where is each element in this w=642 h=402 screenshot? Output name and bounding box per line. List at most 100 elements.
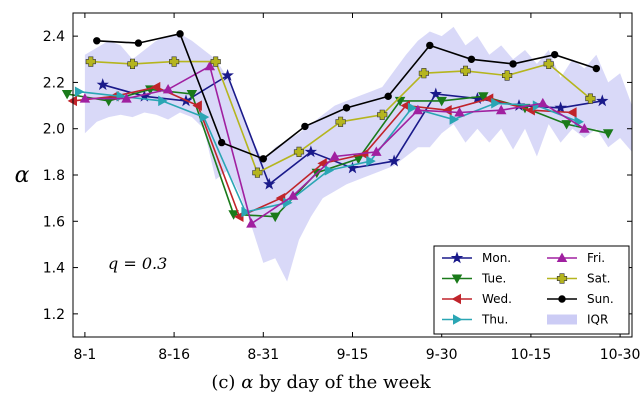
point-sat — [252, 167, 263, 178]
legend-label-tue: Tue. — [481, 272, 506, 286]
y-tick-label: 2.4 — [43, 29, 65, 45]
y-tick-label: 1.6 — [43, 214, 65, 230]
legend-marker-tue — [451, 274, 463, 284]
x-tick-label: 9-15 — [337, 347, 369, 363]
point-fri — [579, 123, 590, 133]
point-wed — [358, 148, 369, 160]
legend-marker-sun — [558, 295, 566, 303]
caption-text: by day of the week — [259, 372, 431, 393]
point-fri — [162, 83, 174, 94]
point-tue — [61, 90, 73, 100]
point-sun — [592, 64, 601, 73]
series-thu — [74, 86, 584, 218]
legend-label-thu: Thu. — [481, 313, 508, 327]
legend-marker-wed — [451, 293, 461, 305]
point-thu — [449, 114, 460, 125]
point-mon — [554, 101, 567, 114]
y-tick-label: 1.8 — [43, 168, 65, 184]
point-fri — [537, 97, 549, 108]
point-sat — [418, 68, 430, 79]
point-fri — [246, 218, 257, 228]
point-sat — [543, 58, 554, 69]
point-mon — [429, 87, 442, 100]
point-fri — [287, 190, 299, 200]
point-sun — [509, 60, 517, 68]
alpha-line-chart: 1.2 1.4 1.6 1.8 2.0 2.2 2.4 8-1 8-16 8-31 9-15 9-30… — [15, 12, 641, 363]
legend-entry-iqr: IQR — [547, 313, 608, 327]
caption-prefix: (c) — [211, 372, 236, 393]
legend-entry-mon: Mon. — [442, 251, 511, 265]
point-tue — [269, 212, 281, 223]
point-thu — [366, 155, 376, 167]
x-tick-label: 10-15 — [511, 347, 552, 363]
point-thu — [491, 98, 501, 109]
point-sat — [210, 56, 221, 67]
point-tue — [478, 92, 489, 102]
x-tick-label: 8-1 — [73, 347, 96, 363]
legend-entry-sat: Sat. — [547, 272, 611, 286]
point-sat — [585, 93, 596, 104]
point-sun — [217, 138, 226, 147]
point-thu — [324, 165, 335, 176]
point-fri — [79, 93, 91, 103]
q-annotation: q = 0.3 — [108, 254, 167, 273]
point-tue — [228, 210, 239, 220]
legend-entry-tue: Tue. — [442, 272, 506, 286]
y-tick-label: 1.4 — [43, 261, 65, 277]
point-sat — [335, 116, 346, 127]
legend-entry-sun: Sun. — [547, 292, 614, 306]
y-tick-label: 2.0 — [43, 122, 65, 138]
point-mon — [387, 154, 401, 167]
legend-marker-sat — [556, 273, 568, 284]
point-sat — [501, 70, 513, 81]
point-sun — [134, 39, 143, 47]
point-mon — [96, 78, 109, 91]
legend-label-iqr: IQR — [587, 313, 608, 327]
point-wed — [234, 211, 244, 222]
x-tick-label: 8-16 — [158, 347, 190, 363]
point-sat — [377, 109, 388, 120]
y-axis-label: α — [15, 163, 30, 188]
point-tue — [186, 90, 198, 100]
legend-label-sat: Sat. — [587, 272, 611, 286]
point-thu — [158, 95, 168, 107]
y-tick-label: 1.2 — [43, 307, 65, 323]
legend-entry-wed: Wed. — [442, 292, 512, 306]
point-sun — [301, 122, 309, 131]
point-tue — [561, 120, 572, 130]
point-fri — [204, 60, 216, 71]
series-sun — [93, 30, 601, 163]
x-tick-label: 10-30 — [600, 347, 641, 363]
point-sat — [85, 56, 96, 67]
point-wed — [150, 81, 161, 93]
legend-label-mon: Mon. — [482, 251, 511, 265]
x-tick-label: 8-31 — [247, 347, 279, 363]
legend-marker-thu — [453, 314, 463, 325]
point-wed — [192, 100, 202, 111]
legend-swatch-iqr — [547, 314, 577, 325]
point-tue — [436, 96, 447, 107]
point-tue — [602, 129, 614, 139]
point-wed — [567, 107, 577, 118]
point-sun — [176, 30, 184, 38]
point-fri — [454, 107, 465, 117]
point-sun — [467, 55, 476, 63]
legend-entry-fri: Fri. — [547, 251, 605, 265]
point-sun — [550, 50, 559, 59]
legend-marker-mon — [450, 251, 464, 264]
point-wed — [483, 93, 494, 104]
legend-label-wed: Wed. — [482, 292, 512, 306]
point-thu — [407, 102, 418, 114]
point-sun — [259, 155, 267, 163]
point-sat — [460, 65, 471, 76]
point-mon — [221, 68, 234, 81]
point-mon — [596, 94, 609, 107]
legend-label-fri: Fri. — [587, 251, 605, 265]
point-wed — [275, 192, 286, 204]
point-sun — [384, 92, 392, 101]
point-sun — [426, 41, 434, 50]
point-sat — [169, 56, 180, 67]
legend-entry-thu: Thu. — [442, 313, 508, 327]
point-fri — [495, 104, 507, 115]
series-fri — [79, 60, 590, 228]
